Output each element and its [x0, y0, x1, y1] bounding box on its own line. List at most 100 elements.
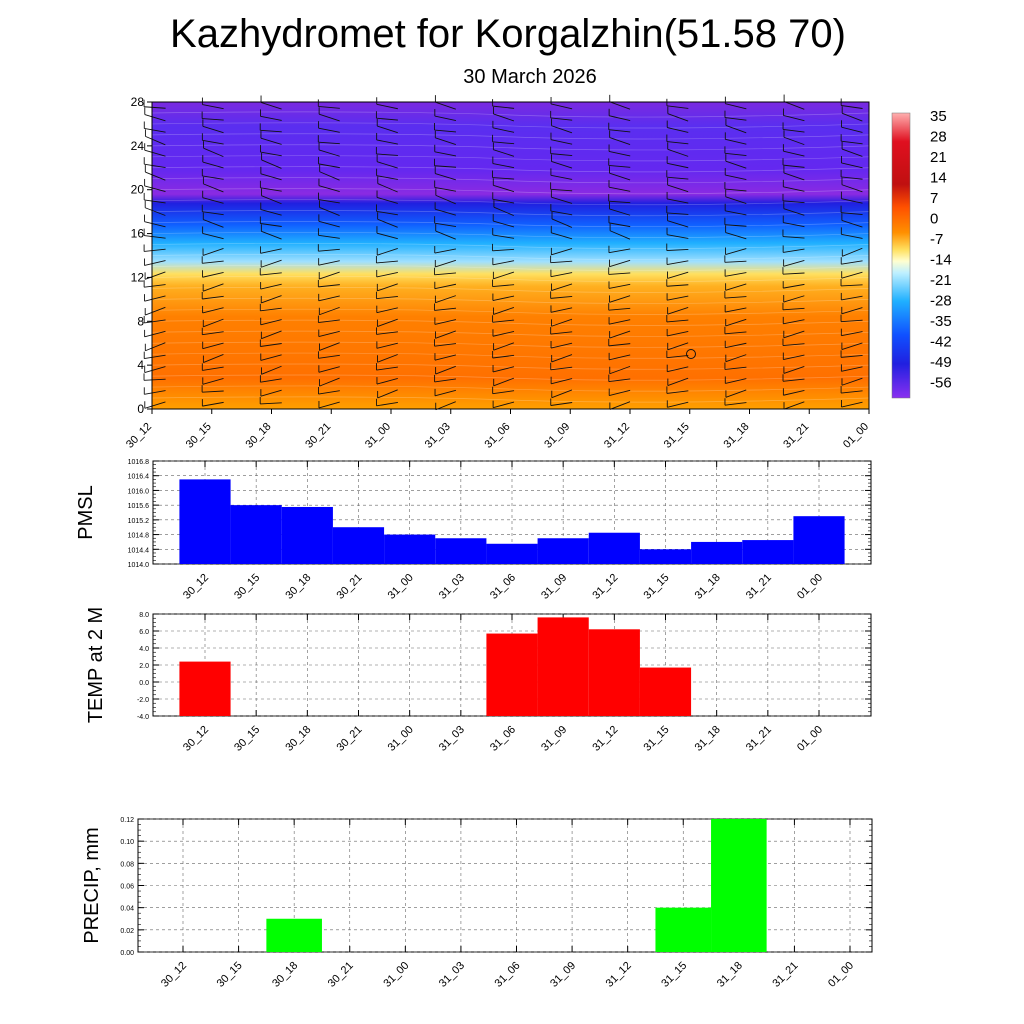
- wind-barb: [609, 208, 631, 216]
- heatmap-xtick-label: 31_12: [602, 421, 632, 451]
- wind-barb: [202, 211, 224, 216]
- wind-barb: [841, 366, 863, 372]
- wind-barb: [783, 389, 805, 396]
- wind-barb: [841, 140, 863, 145]
- precip-bar: [230, 505, 282, 564]
- wind-barb: [783, 186, 805, 192]
- xtick-label: 31_21: [744, 572, 774, 602]
- wind-barb: [145, 135, 166, 146]
- xtick-label: 31_15: [642, 724, 672, 754]
- wind-barb: [841, 198, 863, 204]
- wind-barb: [203, 183, 224, 193]
- wind-barb: [202, 175, 224, 180]
- wind-barb: [260, 223, 282, 227]
- wind-barb: [435, 365, 456, 375]
- wind-barb: [666, 198, 689, 204]
- wind-barb: [782, 200, 805, 204]
- precip-bar: [711, 819, 767, 952]
- wind-barb: [725, 138, 747, 145]
- wind-barb: [434, 307, 457, 311]
- wind-barb: [144, 235, 166, 239]
- ytick-label: 4.0: [139, 646, 149, 653]
- wind-barb: [783, 136, 805, 146]
- wind-barb: [260, 248, 282, 254]
- wind-barb: [318, 199, 340, 204]
- xtick-label: 31_12: [590, 572, 620, 602]
- wind-barb: [783, 248, 805, 253]
- wind-barb: [782, 236, 805, 239]
- precip-bar: [537, 538, 589, 564]
- wind-barb: [783, 366, 805, 374]
- wind-barb: [202, 366, 224, 371]
- wind-barb: [202, 331, 224, 336]
- precip-bar: [179, 479, 231, 564]
- wind-barb: [667, 271, 689, 279]
- wind-barb: [609, 259, 631, 268]
- wind-barb: [144, 401, 166, 409]
- calm-marker: [686, 349, 696, 359]
- contour-line: [151, 166, 870, 173]
- wind-barb: [435, 173, 456, 181]
- wind-barb: [145, 306, 166, 316]
- wind-barb: [318, 295, 340, 302]
- wind-barb: [724, 224, 747, 227]
- wind-barb: [202, 118, 224, 121]
- wind-barb: [260, 283, 282, 290]
- wind-barb: [145, 171, 166, 181]
- wind-barb: [144, 378, 166, 381]
- wind-barb: [841, 331, 863, 337]
- wind-barb: [493, 220, 515, 228]
- wind-barb: [376, 366, 398, 371]
- wind-barb: [144, 149, 166, 157]
- wind-barb: [551, 378, 573, 385]
- wind-barb: [492, 260, 515, 266]
- xtick-label: 30_21: [326, 960, 356, 990]
- wind-barb: [608, 164, 631, 168]
- wind-barb: [609, 389, 631, 396]
- precip-bar: [486, 543, 538, 564]
- heatmap-ytick-label: 24: [131, 139, 145, 153]
- ytick-label: 1015.6: [128, 503, 150, 510]
- wind-barb: [376, 197, 398, 204]
- wind-barb: [608, 200, 631, 204]
- wind-barb: [376, 103, 398, 110]
- wind-barb: [202, 248, 224, 256]
- wind-barb: [783, 401, 805, 410]
- xtick-label: 01_00: [826, 960, 856, 990]
- wind-barb: [609, 330, 631, 339]
- wind-barb: [434, 389, 457, 397]
- wind-barb: [260, 137, 282, 145]
- wind-barb: [782, 164, 805, 168]
- wind-barb: [550, 117, 573, 121]
- wind-barb: [783, 115, 805, 122]
- wind-barb: [550, 331, 573, 335]
- xtick-label: 30_18: [270, 960, 300, 990]
- wind-barb: [435, 101, 456, 110]
- wind-barb: [550, 272, 573, 278]
- wind-barb: [318, 319, 340, 324]
- precip-bar: [793, 516, 845, 564]
- wind-barb: [666, 390, 689, 394]
- wind-barb: [260, 389, 282, 397]
- colorbar-label: 21: [930, 149, 947, 166]
- wind-barb: [202, 233, 224, 240]
- wind-barb: [609, 401, 631, 410]
- wind-barb: [376, 161, 398, 169]
- wind-barb: [260, 378, 282, 383]
- wind-barb: [551, 196, 573, 204]
- contour-line: [151, 286, 870, 293]
- wind-barb: [666, 176, 689, 180]
- precip-bar: [691, 541, 743, 564]
- wind-barb: [493, 271, 515, 280]
- colorbar-label: -49: [930, 354, 952, 371]
- wind-barb: [783, 319, 805, 325]
- wind-barb: [609, 172, 631, 181]
- xtick-label: 31_03: [437, 960, 467, 990]
- colorbar-label: -14: [930, 252, 952, 269]
- wind-barb: [667, 184, 689, 193]
- wind-barb: [551, 354, 573, 363]
- wind-barb: [260, 173, 282, 181]
- wind-barb: [551, 218, 573, 228]
- wind-barb: [434, 248, 457, 254]
- xtick-label: 31_06: [493, 960, 523, 990]
